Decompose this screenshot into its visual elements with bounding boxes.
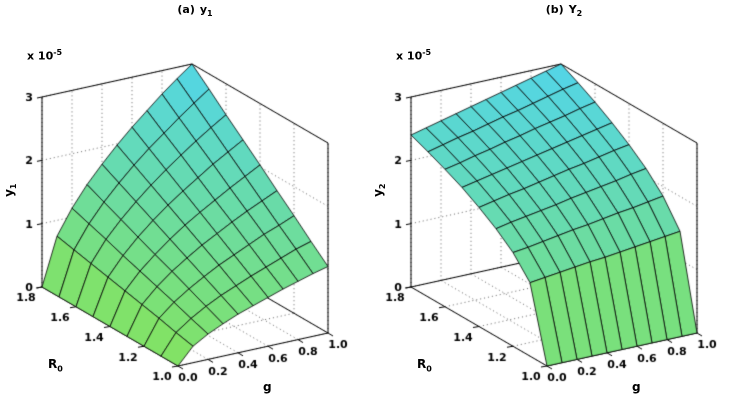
chart-title-a-sub: 1 xyxy=(207,9,213,19)
chart-title-a-base: y xyxy=(199,3,208,16)
chart-title-b-prefix: (b) xyxy=(545,3,564,16)
z-scale-mantissa-a: x 10 xyxy=(27,49,54,63)
x-axis-label-b: g xyxy=(632,380,641,394)
z-scale-exp-a: -5 xyxy=(53,48,63,57)
chart-title-b: (b) Y2 xyxy=(546,3,582,18)
z-scale-exponent-label-a: x 10-5 xyxy=(27,48,62,63)
z-axis-label-b-base: y xyxy=(370,189,385,197)
surface-plot-canvas-b xyxy=(369,0,737,416)
chart-title-a: (a) y1 xyxy=(177,3,212,18)
y-axis-label-a-base: R xyxy=(48,357,58,371)
z-scale-exponent-label-b: x 10-5 xyxy=(396,48,431,63)
z-axis-label-a-base: y xyxy=(1,189,16,197)
z-axis-label-b: y2 xyxy=(371,178,387,202)
z-axis-label-a: y1 xyxy=(2,178,18,202)
z-scale-exp-b: -5 xyxy=(422,48,432,57)
y-axis-label-b-base: R xyxy=(417,357,427,371)
surface-panel-b: (b) Y2 x 10-5 y2 R0 g xyxy=(369,0,737,416)
y-axis-label-a: R0 xyxy=(48,357,63,373)
chart-title-a-prefix: (a) xyxy=(177,3,195,16)
z-axis-label-b-sub: 2 xyxy=(378,183,388,190)
z-scale-mantissa-b: x 10 xyxy=(396,49,423,63)
chart-title-b-base: Y xyxy=(568,3,577,16)
y-axis-label-a-sub: 0 xyxy=(57,364,63,374)
z-axis-label-a-sub: 1 xyxy=(9,183,19,190)
chart-title-b-sub: 2 xyxy=(576,9,583,19)
y-axis-label-b: R0 xyxy=(417,357,432,373)
surface-panel-a: (a) y1 x 10-5 y1 R0 g xyxy=(0,0,368,416)
x-axis-label-a: g xyxy=(263,380,272,394)
y-axis-label-b-sub: 0 xyxy=(426,364,432,374)
surface-plot-canvas-a xyxy=(0,0,368,416)
